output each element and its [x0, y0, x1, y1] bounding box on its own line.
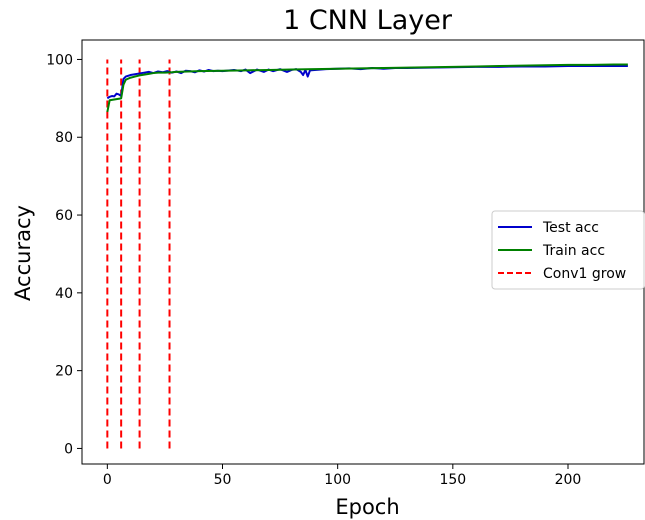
y-tick-label-3: 60	[55, 208, 73, 224]
legend-box	[491, 210, 645, 290]
y-tick-label-5: 100	[46, 52, 73, 68]
legend-label-1: Train acc	[542, 243, 605, 259]
x-tick-label-4: 200	[555, 472, 582, 488]
x-tick-label-0: 0	[103, 472, 112, 488]
x-tick-label-1: 50	[214, 472, 232, 488]
y-tick-label-0: 0	[64, 441, 73, 457]
plot-area: 0 50 100 150 200 0 20 40 60 80 100	[46, 39, 645, 488]
legend: Test acc Train acc Conv1 grow	[491, 210, 645, 290]
chart-title: 1 CNN Layer	[283, 5, 453, 36]
y-axis-label: Accuracy	[11, 205, 35, 301]
x-tick-label-3: 150	[439, 472, 466, 488]
x-axis-label: Epoch	[335, 495, 399, 519]
legend-label-0: Test acc	[542, 220, 599, 236]
y-tick-label-1: 20	[55, 364, 73, 380]
legend-label-2: Conv1 grow	[543, 266, 626, 282]
y-tick-label-4: 80	[55, 130, 73, 146]
y-tick-label-2: 40	[55, 286, 73, 302]
x-tick-label-2: 100	[324, 472, 351, 488]
series-line-train-acc	[106, 63, 628, 113]
